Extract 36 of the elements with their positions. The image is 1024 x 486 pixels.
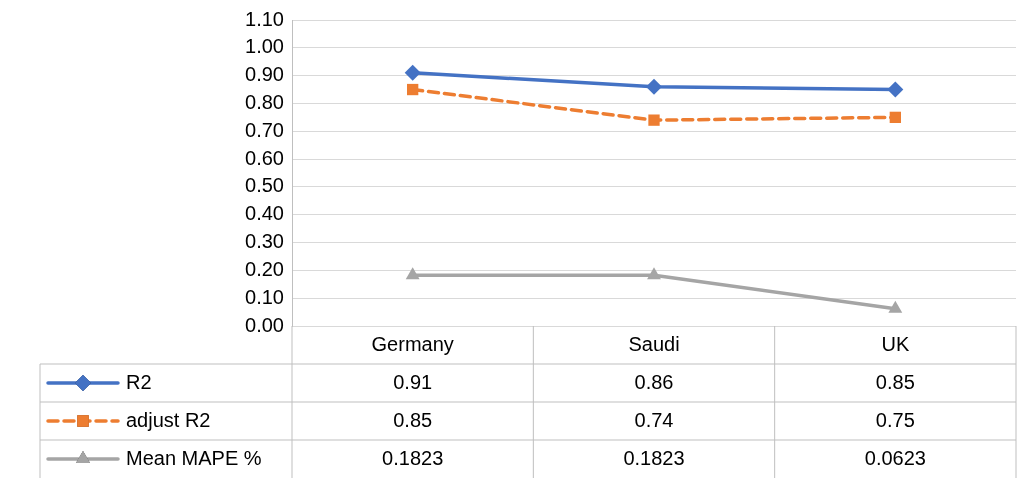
x-tick-label: Germany — [371, 332, 454, 355]
y-tick-label: 1.10 — [245, 7, 284, 30]
y-tick-label: 0.20 — [245, 257, 284, 280]
data-label: 0.75 — [875, 408, 915, 431]
y-tick-label: 0.50 — [245, 174, 284, 197]
legend-label: adjust R2 — [126, 408, 211, 431]
data-label: 0.85 — [875, 370, 915, 393]
point — [889, 111, 901, 124]
point — [404, 64, 421, 81]
data-label: 0.74 — [634, 408, 674, 431]
point — [407, 83, 419, 96]
data-label: 0.0623 — [864, 446, 926, 469]
y-tick-label: 0.80 — [245, 90, 284, 113]
legend-label: R2 — [126, 370, 152, 393]
data-label: 0.91 — [393, 370, 433, 393]
data-label: 0.1823 — [382, 446, 444, 469]
point — [888, 300, 903, 313]
point — [887, 81, 904, 98]
y-tick-label: 1.00 — [245, 35, 284, 58]
data-label: 0.1823 — [623, 446, 685, 469]
y-tick-label: 0.40 — [245, 202, 284, 225]
data-label: 0.85 — [393, 408, 433, 431]
point — [648, 114, 660, 126]
y-tick-label: 0.10 — [245, 285, 284, 308]
data-label: 0.86 — [634, 370, 674, 393]
y-tick-label: 0.30 — [245, 230, 284, 253]
legend-label: Mean MAPE % — [126, 446, 262, 469]
y-tick-label: 0.90 — [245, 63, 284, 86]
y-tick-label: 0.60 — [245, 146, 284, 169]
y-tick-label: 0.70 — [245, 118, 284, 141]
point — [405, 267, 420, 280]
y-tick-label: 0.00 — [245, 313, 284, 336]
point — [646, 78, 662, 95]
point — [647, 267, 661, 280]
x-tick-label: UK — [881, 332, 910, 355]
x-tick-label: Saudi — [628, 332, 680, 355]
